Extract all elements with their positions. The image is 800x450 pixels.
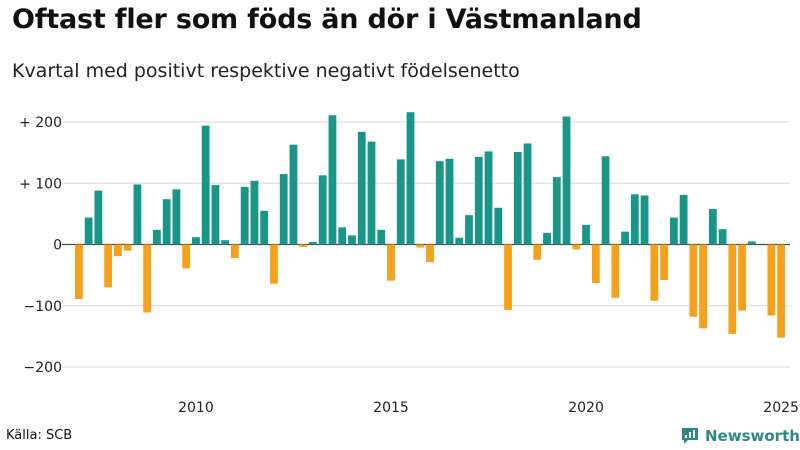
y-tick-label: + 100 [19,176,62,192]
x-tick-label: 2025 [763,400,799,416]
bar [74,244,83,300]
bar [299,244,308,247]
bar [445,158,454,245]
y-tick-label: −200 [24,360,62,376]
bar [513,152,522,245]
bar [435,161,444,245]
bar [767,244,776,316]
bar [484,151,493,245]
bar [679,194,688,245]
bar [221,240,230,245]
bar [279,174,288,245]
y-tick-label: −100 [24,299,62,315]
bar [708,208,717,245]
brand-name: Newsworthy [705,427,800,445]
bar [728,244,737,334]
bar [387,244,395,281]
x-tick-label: 2015 [373,400,409,416]
bar [367,141,376,245]
chart-subtitle: Kvartal med positivt respektive negativt… [12,60,520,82]
bar [630,194,639,245]
bar [94,190,103,245]
bar [240,186,249,245]
bar [348,235,356,245]
bar [640,195,649,245]
bar [192,237,200,245]
bar [328,115,337,245]
bar [533,244,542,260]
bar [650,244,659,301]
bar [611,244,620,298]
bar [572,244,581,250]
bar [162,199,171,245]
bar [104,244,113,288]
bar [504,244,512,311]
bar [396,159,405,245]
bar [211,185,220,245]
bar [474,156,483,245]
bar [669,217,678,245]
bar [270,244,278,284]
bar [153,229,161,245]
bar [309,242,317,245]
newsworthy-logo-icon [682,428,698,444]
bar [260,210,269,245]
chart-title: Oftast fler som föds än dör i Västmanlan… [12,4,642,35]
bar [562,116,571,245]
bar [289,144,298,245]
x-tick-label: 2020 [568,400,604,416]
bar [543,232,551,245]
bar [201,125,210,245]
bar [113,244,122,257]
bar [591,244,600,284]
y-tick-label: 0 [53,238,62,254]
bar [689,244,698,317]
brand-logo: Newsworthy [680,426,800,446]
bar [523,143,532,245]
bar [455,237,464,245]
bar [416,244,425,248]
y-tick-label: + 200 [19,115,62,131]
bar [621,231,629,245]
bar [84,217,93,245]
bar [231,244,239,258]
bar [699,244,707,329]
bar [738,244,747,311]
source-note: Källa: SCB [6,428,73,443]
bar [465,215,473,245]
bar [582,224,590,245]
x-tick-label: 2010 [178,400,214,416]
bar [172,189,181,245]
bar [338,227,347,245]
bar-chart: + 200 + 100 0 −100 −200 2010 2015 2020 2025 [19,112,799,416]
bar [357,131,366,245]
bar [143,244,152,313]
bar [660,244,668,281]
bar [718,229,727,245]
bar [777,244,786,338]
bar [123,244,132,251]
bar [406,112,415,245]
bar [318,175,327,245]
bar [552,177,561,245]
bar [601,156,610,245]
bar [133,184,142,245]
bar [182,244,191,269]
bar [426,244,434,263]
bar [250,180,259,245]
bar [494,207,503,245]
bar [747,241,756,245]
bar [377,229,386,245]
